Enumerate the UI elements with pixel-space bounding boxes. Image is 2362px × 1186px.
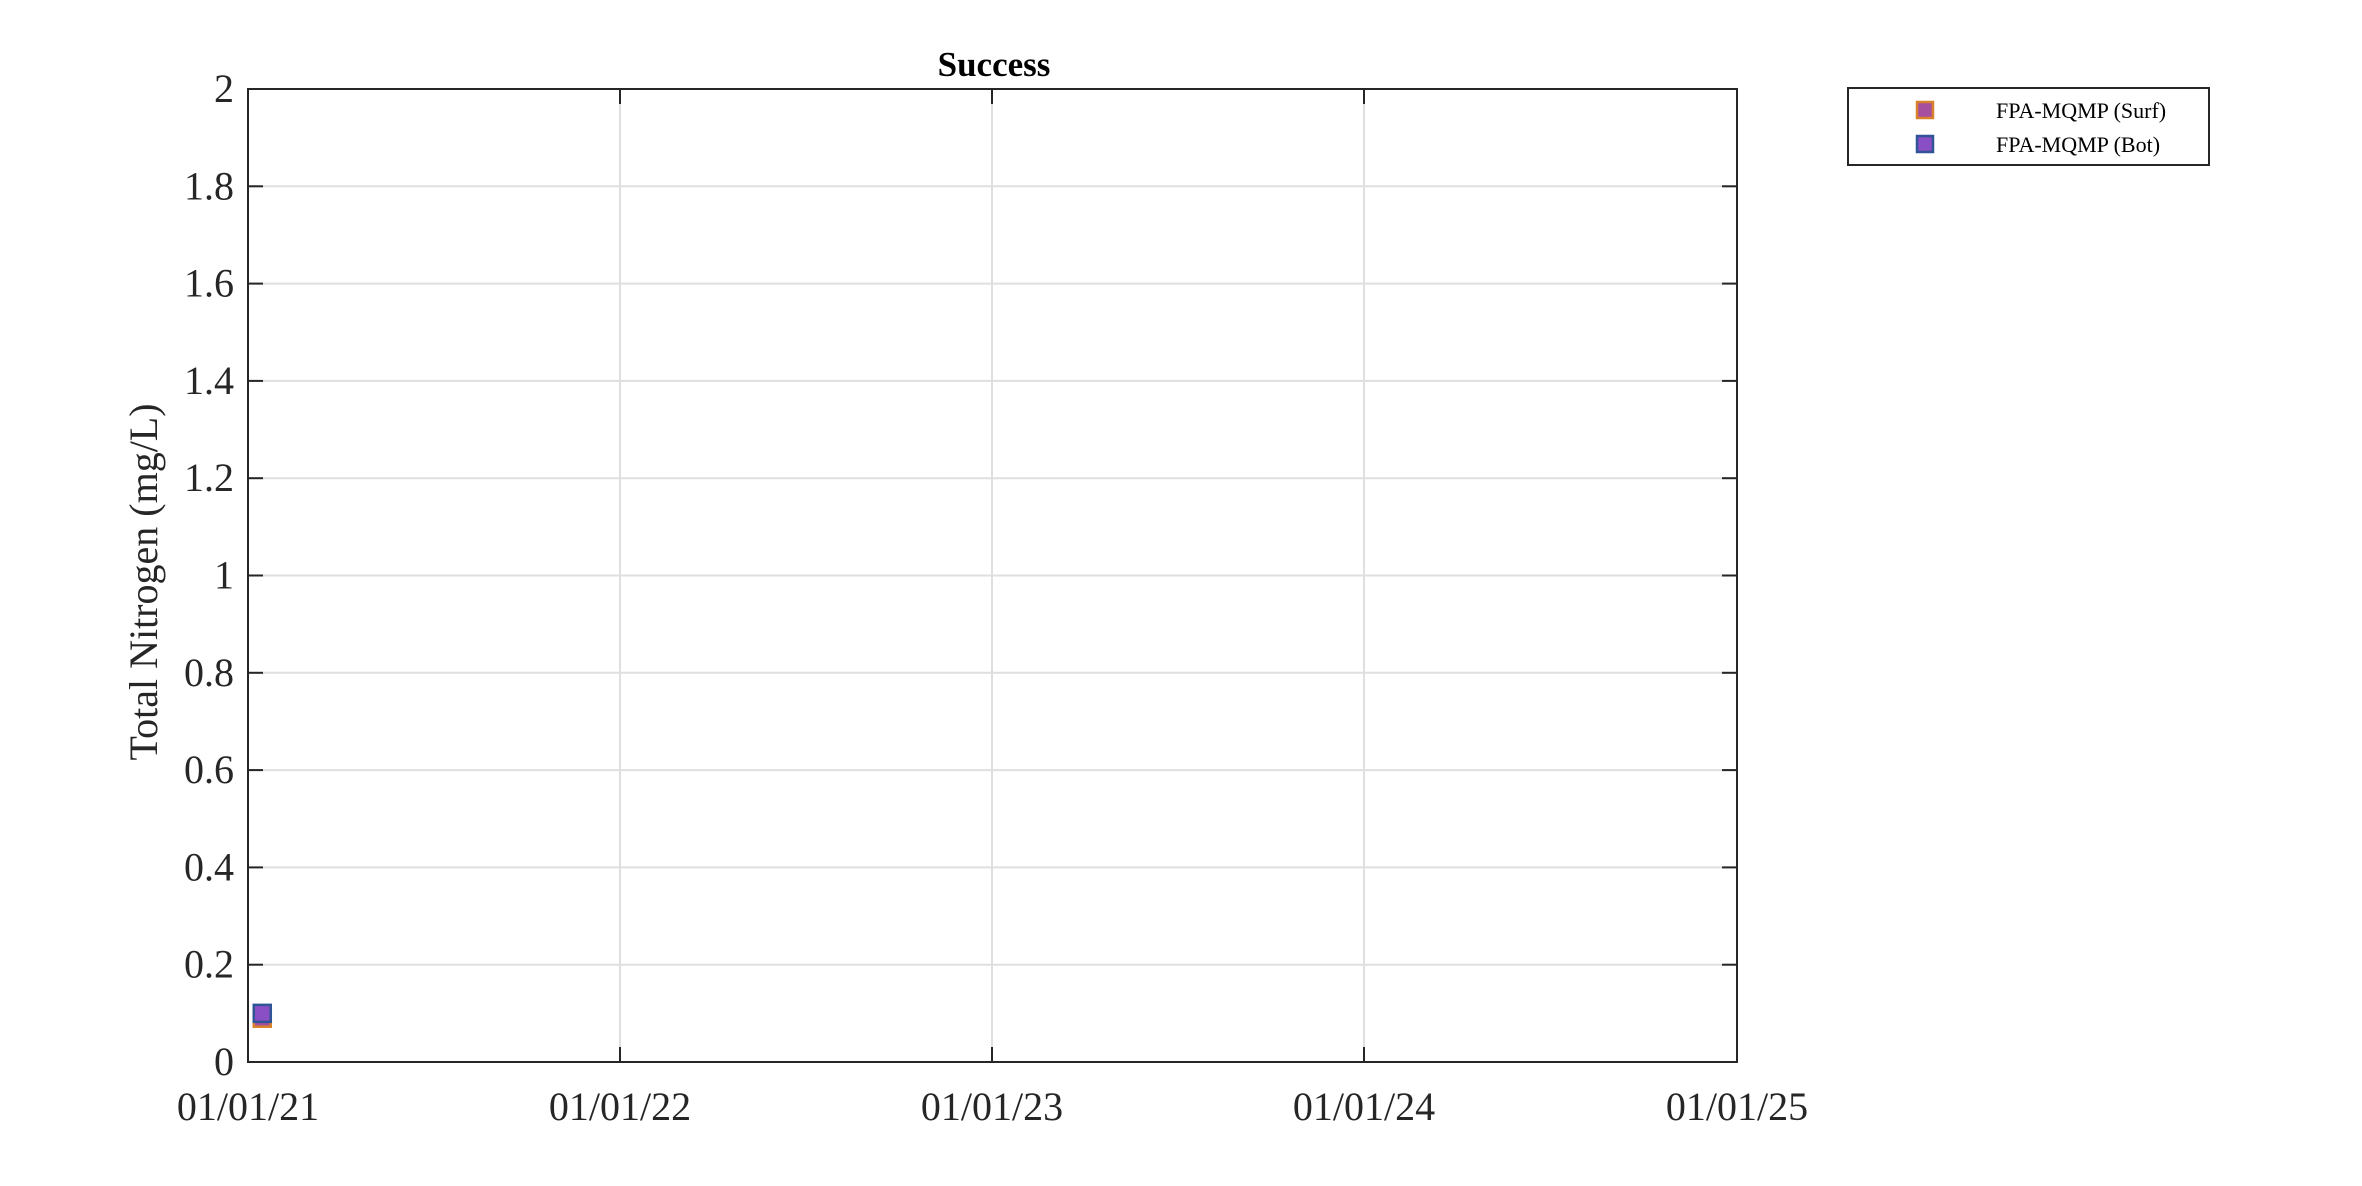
data-point (252, 1003, 273, 1024)
legend-box (1847, 87, 2210, 166)
y-tick-label: 0.8 (184, 650, 234, 695)
y-tick-label: 1.2 (184, 455, 234, 500)
legend: FPA-MQMP (Surf) FPA-MQMP (Bot) (1847, 87, 2210, 166)
x-tick-label: 01/01/24 (1293, 1084, 1435, 1129)
y-tick-label: 1 (214, 553, 234, 598)
x-tick-label: 01/01/25 (1666, 1084, 1808, 1129)
grid-lines (247, 88, 1738, 1063)
y-axis-label: Total Nitrogen (mg/L) (121, 403, 166, 760)
y-tick-label: 1.6 (184, 261, 234, 306)
x-tick-label: 01/01/23 (921, 1084, 1063, 1129)
axes: 0 0.2 0.4 0.6 0.8 1 1.2 1.4 1.6 1.8 2 01/01/21 01/01… (177, 66, 1808, 1129)
legend-marker (1915, 100, 1935, 120)
y-tick-label: 0.4 (184, 844, 234, 889)
x-tick-label: 01/01/22 (549, 1084, 691, 1129)
y-tick-label: 0.6 (184, 747, 234, 792)
y-tick-label: 0 (214, 1039, 234, 1084)
y-tick-label: 1.8 (184, 163, 234, 208)
legend-marker (1915, 134, 1935, 154)
y-tick-label: 0.2 (184, 942, 234, 987)
legend-label: FPA-MQMP (Surf) (1996, 98, 2166, 123)
data-points (252, 1003, 273, 1028)
legend-label: FPA-MQMP (Bot) (1996, 132, 2160, 157)
y-tick-label: 2 (214, 66, 234, 111)
y-tick-label: 1.4 (184, 358, 234, 403)
chart-title: Success (938, 45, 1051, 84)
x-tick-label: 01/01/21 (177, 1084, 319, 1129)
